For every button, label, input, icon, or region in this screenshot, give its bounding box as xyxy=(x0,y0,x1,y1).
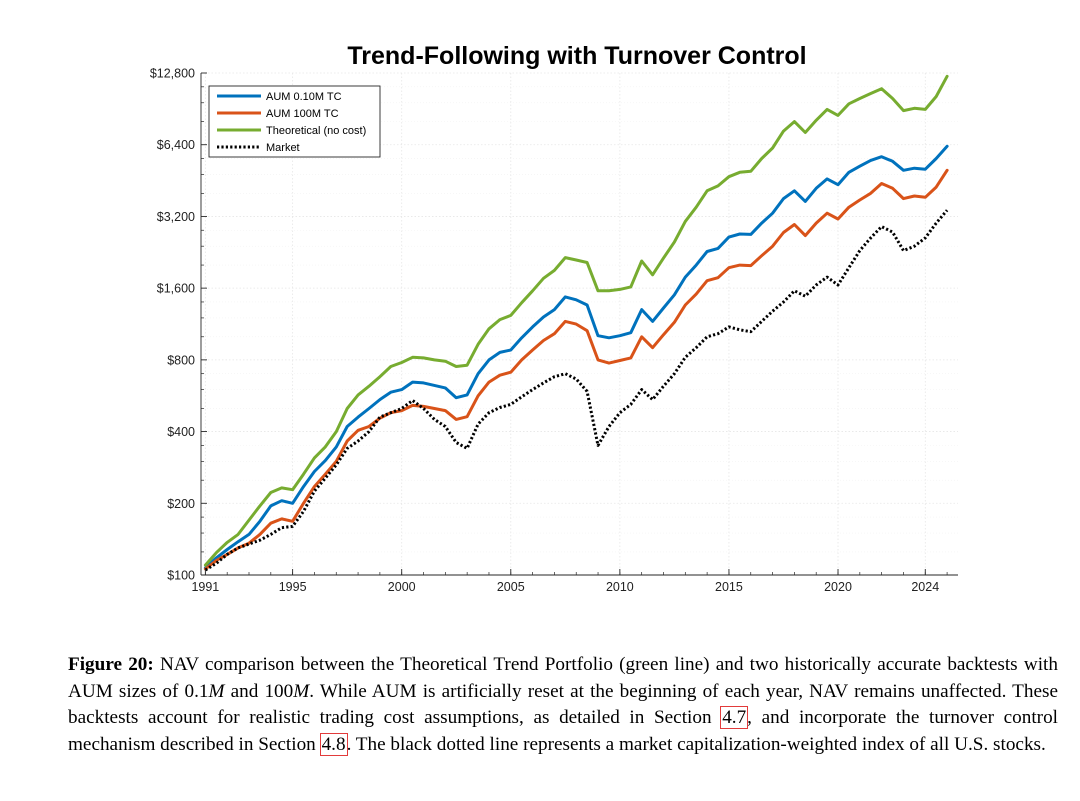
caption-math-1: M xyxy=(208,680,225,702)
x-tick-label: 2024 xyxy=(911,580,939,594)
section-ref-link-4-7[interactable]: 4.7 xyxy=(720,706,749,730)
series-line-market xyxy=(204,209,949,572)
x-tick-label: 2010 xyxy=(606,580,634,594)
caption-math-2: M xyxy=(293,680,310,702)
caption-text-2: and 100 xyxy=(224,680,294,702)
legend-label: AUM 100M TC xyxy=(266,108,339,120)
y-tick-label: $1,600 xyxy=(157,282,195,296)
y-tick-label: $100 xyxy=(167,569,195,583)
grid-lines xyxy=(201,72,958,576)
legend-label: Theoretical (no cost) xyxy=(266,125,366,137)
caption-text-1: NAV comparison between the Theoretical T… xyxy=(68,654,1058,702)
y-tick-label: $3,200 xyxy=(157,210,195,224)
caption-text-3: . While AUM is artificially reset at the… xyxy=(68,680,1058,729)
axes: 1991 1995 2000 2005 2010 2015 2020 2024 $100 $200… xyxy=(150,67,958,594)
x-tick-label: 2020 xyxy=(824,580,852,594)
y-tick-label: $12,800 xyxy=(150,67,195,81)
y-tick-label: $400 xyxy=(167,425,195,439)
x-tick-label: 1991 xyxy=(191,580,219,594)
legend-label: AUM 0.10M TC xyxy=(266,91,342,103)
caption-label: Figure 20: xyxy=(68,654,154,675)
section-ref-link-4-8[interactable]: 4.8 xyxy=(319,732,348,756)
series-lines xyxy=(203,74,949,572)
series-line-aum-0-10m-tc xyxy=(203,144,949,570)
legend-label: Market xyxy=(266,142,300,154)
legend-box xyxy=(208,85,381,158)
y-tick-label: $200 xyxy=(167,497,195,511)
nav-line-chart: Trend-Following with Turnover Control 19… xyxy=(150,42,958,594)
figure-caption: Figure 20: NAV comparison between the Th… xyxy=(68,652,1058,758)
caption-text-4: , and incorporate the turnover control m… xyxy=(68,707,1058,755)
series-line-theoretical-no-cost xyxy=(203,74,949,567)
x-tick-label: 2005 xyxy=(497,580,525,594)
series-line-aum-100m-tc xyxy=(203,168,949,571)
x-tick-label: 2015 xyxy=(715,580,743,594)
x-tick-label: 2000 xyxy=(388,580,416,594)
chart-title: Trend-Following with Turnover Control xyxy=(347,42,806,70)
caption-text-5: . The black dotted line represents a mar… xyxy=(346,733,1046,755)
y-tick-label: $6,400 xyxy=(157,138,195,152)
x-tick-label: 1995 xyxy=(279,580,307,594)
legend: AUM 0.10M TC AUM 100M TC Theoretical (no c… xyxy=(208,85,381,158)
y-tick-label: $800 xyxy=(167,353,195,367)
